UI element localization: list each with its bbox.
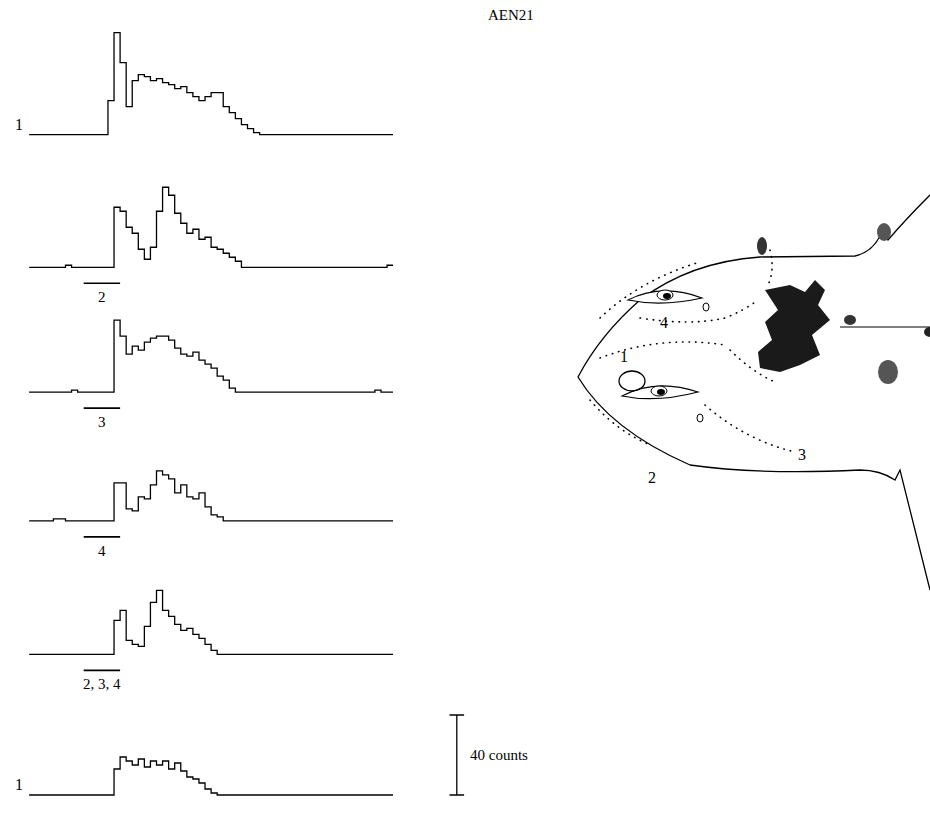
svg-text:3: 3 <box>798 446 806 463</box>
svg-text:2, 3, 4: 2, 3, 4 <box>83 676 121 692</box>
svg-text:2: 2 <box>648 469 656 486</box>
svg-text:4: 4 <box>660 314 668 331</box>
svg-text:40 counts: 40 counts <box>470 747 528 763</box>
svg-text:1: 1 <box>620 348 628 365</box>
svg-text:4: 4 <box>98 543 106 559</box>
svg-text:AEN21: AEN21 <box>488 7 534 23</box>
svg-text:1: 1 <box>15 776 23 793</box>
svg-text:1: 1 <box>15 116 23 133</box>
svg-text:3: 3 <box>98 414 106 430</box>
svg-text:2: 2 <box>98 289 106 305</box>
